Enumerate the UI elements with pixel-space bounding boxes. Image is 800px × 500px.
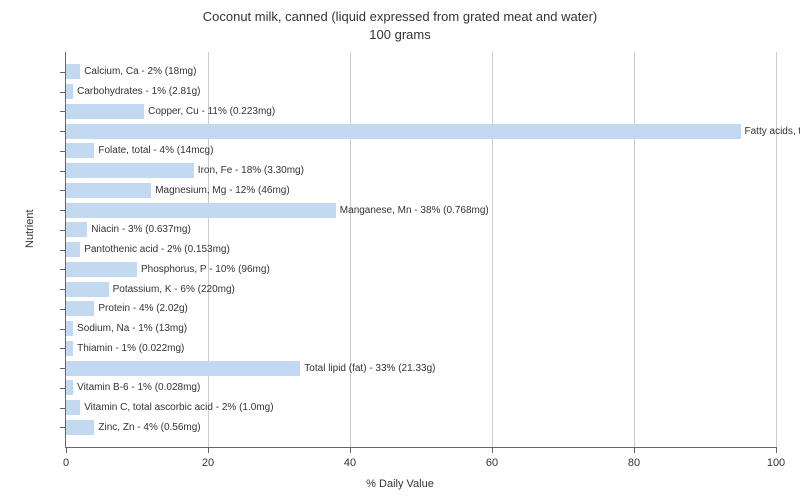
nutrient-bar-label: Niacin - 3% (0.637mg) <box>87 222 190 237</box>
x-tick <box>492 447 493 453</box>
x-tick <box>776 447 777 453</box>
nutrient-bar-label: Thiamin - 1% (0.022mg) <box>73 341 184 356</box>
nutrient-bar-label: Phosphorus, P - 10% (96mg) <box>137 262 270 277</box>
nutrient-bar-label: Total lipid (fat) - 33% (21.33g) <box>300 361 435 376</box>
nutrient-bar <box>66 143 94 158</box>
nutrient-bar <box>66 282 109 297</box>
nutrient-bar-label: Potassium, K - 6% (220mg) <box>109 282 235 297</box>
nutrient-bar-label: Zinc, Zn - 4% (0.56mg) <box>94 420 200 435</box>
title-line-2: 100 grams <box>369 27 430 42</box>
gridline <box>350 52 351 447</box>
x-tick-label: 20 <box>202 457 214 469</box>
x-tick-label: 80 <box>628 457 640 469</box>
nutrient-bar <box>66 104 144 119</box>
x-tick-label: 60 <box>486 457 498 469</box>
nutrient-bar-label: Iron, Fe - 18% (3.30mg) <box>194 163 304 178</box>
nutrient-bar-label: Manganese, Mn - 38% (0.768mg) <box>336 203 489 218</box>
nutrient-bar <box>66 124 741 139</box>
x-tick-label: 0 <box>63 457 69 469</box>
nutrient-bar <box>66 183 151 198</box>
nutrient-bar <box>66 341 73 356</box>
gridline <box>634 52 635 447</box>
nutrient-bar-label: Fatty acids, total saturated - 95% (18.9… <box>741 124 800 139</box>
nutrient-bar <box>66 262 137 277</box>
x-axis-label: % Daily Value <box>366 478 434 490</box>
nutrient-bar-label: Magnesium, Mg - 12% (46mg) <box>151 183 290 198</box>
gridline <box>776 52 777 447</box>
x-tick-label: 40 <box>344 457 356 469</box>
nutrient-bar-label: Pantothenic acid - 2% (0.153mg) <box>80 242 230 257</box>
x-tick <box>66 447 67 453</box>
nutrient-bar <box>66 203 336 218</box>
x-tick <box>208 447 209 453</box>
nutrient-bar-label: Sodium, Na - 1% (13mg) <box>73 321 187 336</box>
x-tick <box>350 447 351 453</box>
nutrient-bar-label: Vitamin B-6 - 1% (0.028mg) <box>73 380 200 395</box>
nutrient-bar <box>66 64 80 79</box>
nutrient-bar <box>66 400 80 415</box>
nutrient-bar <box>66 380 73 395</box>
nutrient-bar <box>66 242 80 257</box>
x-tick-label: 100 <box>767 457 785 469</box>
x-tick <box>634 447 635 453</box>
chart-container: Coconut milk, canned (liquid expressed f… <box>0 0 800 500</box>
nutrient-bar <box>66 301 94 316</box>
title-line-1: Coconut milk, canned (liquid expressed f… <box>203 9 598 24</box>
y-axis-label: Nutrient <box>24 209 36 248</box>
nutrient-bar-label: Folate, total - 4% (14mcg) <box>94 143 213 158</box>
nutrient-bar <box>66 84 73 99</box>
nutrient-bar <box>66 361 300 376</box>
nutrient-bar <box>66 222 87 237</box>
nutrient-bar-label: Calcium, Ca - 2% (18mg) <box>80 64 196 79</box>
nutrient-bar-label: Vitamin C, total ascorbic acid - 2% (1.0… <box>80 400 273 415</box>
plot-area: 020406080100Calcium, Ca - 2% (18mg)Carbo… <box>65 52 776 448</box>
chart-title: Coconut milk, canned (liquid expressed f… <box>0 0 800 44</box>
nutrient-bar-label: Carbohydrates - 1% (2.81g) <box>73 84 200 99</box>
nutrient-bar-label: Protein - 4% (2.02g) <box>94 301 188 316</box>
nutrient-bar-label: Copper, Cu - 11% (0.223mg) <box>144 104 275 119</box>
nutrient-bar <box>66 163 194 178</box>
gridline <box>492 52 493 447</box>
nutrient-bar <box>66 420 94 435</box>
nutrient-bar <box>66 321 73 336</box>
